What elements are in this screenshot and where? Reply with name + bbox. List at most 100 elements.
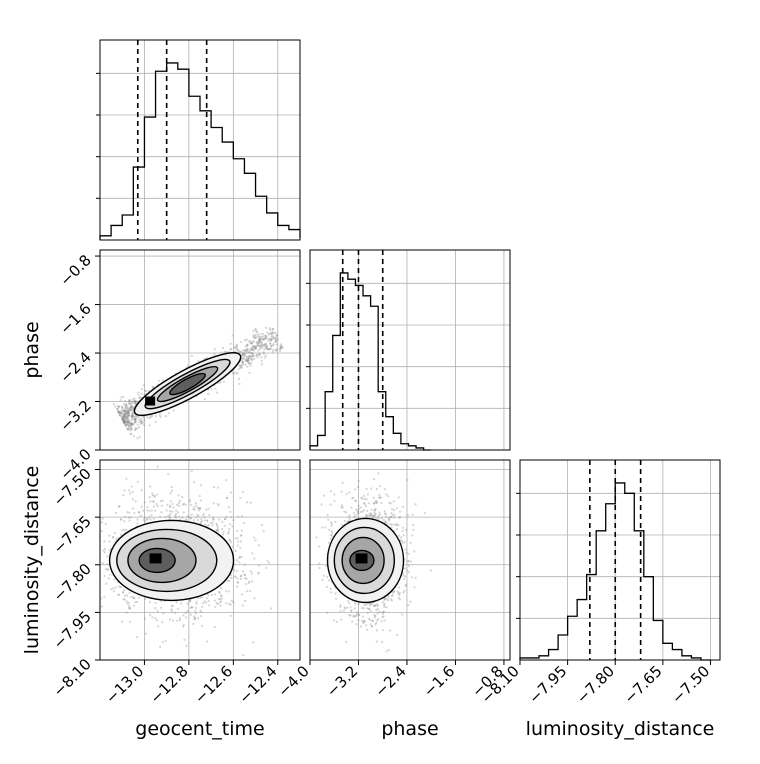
scatter-point [384, 488, 386, 490]
scatter-point [166, 504, 168, 506]
scatter-point [326, 514, 328, 516]
scatter-point [177, 608, 179, 610]
scatter-point [259, 336, 261, 338]
scatter-point [214, 388, 216, 390]
scatter-point [108, 540, 110, 542]
scatter-point [149, 614, 151, 616]
scatter-point [343, 609, 345, 611]
scatter-point [135, 427, 137, 429]
scatter-point [258, 564, 260, 566]
scatter-point [141, 420, 143, 422]
scatter-point [137, 423, 139, 425]
scatter-point [112, 587, 114, 589]
scatter-point [197, 515, 199, 517]
scatter-point [128, 592, 130, 594]
scatter-point [265, 327, 267, 329]
scatter-point [152, 500, 154, 502]
scatter-point [230, 491, 232, 493]
density-peak [150, 553, 162, 563]
scatter-point [393, 500, 395, 502]
scatter-point [280, 346, 282, 348]
scatter-point [127, 427, 129, 429]
scatter-point [352, 497, 354, 499]
scatter-point [168, 412, 170, 414]
scatter-point [177, 511, 179, 513]
scatter-point [397, 591, 399, 593]
scatter-point [327, 519, 329, 521]
scatter-point [374, 623, 376, 625]
scatter-point [104, 548, 106, 550]
scatter-point [123, 419, 125, 421]
scatter-point [244, 353, 246, 355]
scatter-point [375, 517, 377, 519]
scatter-point [162, 500, 164, 502]
scatter-point [346, 493, 348, 495]
scatter-point [119, 414, 121, 416]
scatter-point [374, 616, 376, 618]
scatter-point [275, 341, 277, 343]
scatter-point [366, 607, 368, 609]
scatter-point [123, 589, 125, 591]
scatter-point [356, 611, 358, 613]
scatter-point [384, 513, 386, 515]
scatter-point [261, 360, 263, 362]
scatter-point [323, 575, 325, 577]
scatter-point [228, 531, 230, 533]
scatter-point [253, 358, 255, 360]
scatter-point [129, 621, 131, 623]
scatter-point [217, 528, 219, 530]
scatter-point [329, 504, 331, 506]
scatter-point [129, 607, 131, 609]
scatter-point [212, 521, 214, 523]
scatter-point [201, 596, 203, 598]
scatter-point [200, 499, 202, 501]
scatter-point [369, 623, 371, 625]
scatter-point [348, 614, 350, 616]
scatter-point [392, 594, 394, 596]
scatter-point [136, 437, 138, 439]
scatter-point [123, 489, 125, 491]
scatter-point [407, 604, 409, 606]
scatter-point [341, 482, 343, 484]
scatter-point [201, 606, 203, 608]
histogram-steps [310, 273, 431, 450]
scatter-point [123, 520, 125, 522]
scatter-point [162, 612, 164, 614]
scatter-point [223, 381, 225, 383]
scatter-point [262, 338, 264, 340]
scatter-point [149, 601, 151, 603]
scatter-point [326, 612, 328, 614]
scatter-point [223, 531, 225, 533]
scatter-point [137, 518, 139, 520]
scatter-point [125, 478, 127, 480]
scatter-point [159, 516, 161, 518]
scatter-point [269, 329, 271, 331]
scatter-point [191, 514, 193, 516]
scatter-point [315, 536, 317, 538]
scatter-point [267, 560, 269, 562]
scatter-point [166, 509, 168, 511]
scatter-point [367, 493, 369, 495]
scatter-point [378, 512, 380, 514]
scatter-point [145, 633, 147, 635]
scatter-point [128, 512, 130, 514]
scatter-point [376, 488, 378, 490]
scatter-point [93, 557, 95, 559]
scatter-point [345, 641, 347, 643]
scatter-point [191, 606, 193, 608]
scatter-point [217, 486, 219, 488]
scatter-point [121, 529, 123, 531]
scatter-point [401, 613, 403, 615]
scatter-point [376, 629, 378, 631]
scatter-point [210, 522, 212, 524]
scatter-point [214, 348, 216, 350]
scatter-point [62, 522, 64, 524]
scatter-point [95, 548, 97, 550]
density-content [56, 466, 272, 657]
scatter-point [330, 538, 332, 540]
scatter-point [176, 504, 178, 506]
scatter-point [226, 497, 228, 499]
scatter-point [403, 578, 405, 580]
scatter-point [113, 590, 115, 592]
scatter-point [229, 511, 231, 513]
